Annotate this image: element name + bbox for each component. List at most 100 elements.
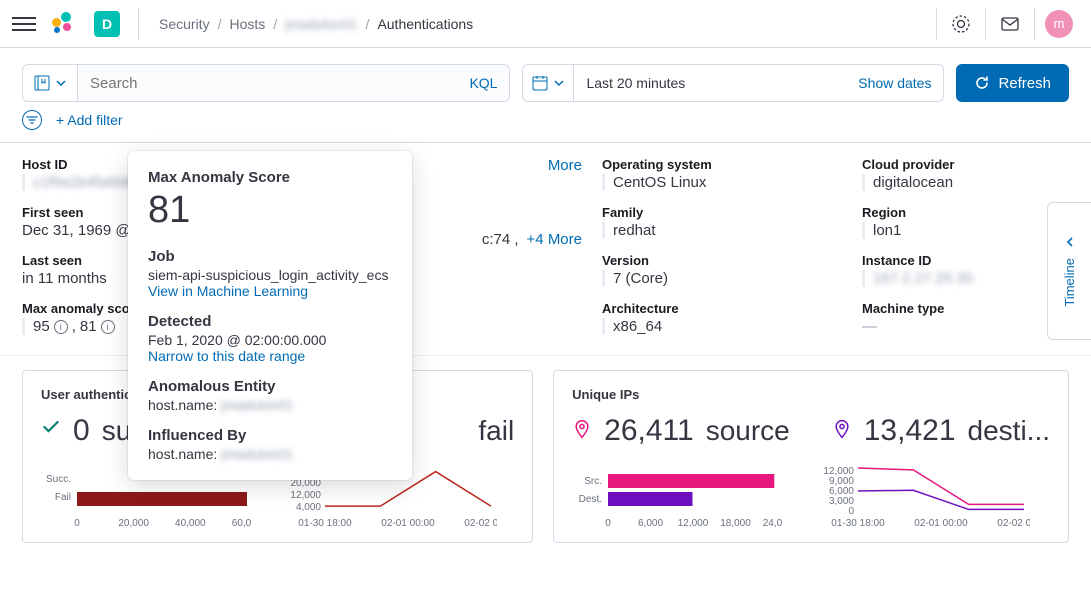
newsfeed-icon[interactable] [990,4,1030,44]
user-avatar[interactable]: m [1039,4,1079,44]
svg-text:0: 0 [605,518,611,528]
popover-entity-label: Anomalous Entity [148,378,392,395]
popover-job-value: siem-api-suspicious_login_activity_ecs [148,267,392,283]
breadcrumb-security[interactable]: Security [159,16,210,32]
svg-text:02-02 06:00: 02-02 06:00 [997,518,1030,528]
svg-text:20,000: 20,000 [118,518,149,528]
breadcrumb-current: Authentications [377,16,473,32]
version-value: 7 (Core) [613,270,668,287]
breadcrumb: Security / Hosts / jmadulon01 / Authenti… [159,16,473,32]
ip-more-link[interactable]: More [548,157,582,174]
elastic-logo-icon[interactable] [52,12,76,36]
svg-text:24,000: 24,000 [763,518,782,528]
uip-dest-count: 13,421 [864,414,956,448]
svg-text:6,000: 6,000 [638,518,663,528]
popover-influenced-value: host.name: jmadulon01 [148,446,392,462]
svg-text:0: 0 [74,518,80,528]
popover-job-label: Job [148,248,392,265]
uip-source-count: 26,411 [604,414,694,448]
svg-text:Succ.: Succ. [46,474,71,485]
date-range-display[interactable]: Last 20 minutes Show dates [574,64,944,102]
family-value: redhat [613,222,656,239]
avatar-letter: m [1054,16,1065,31]
svg-text:20,000: 20,000 [290,478,321,489]
chevron-left-icon [1064,236,1076,248]
space-letter: D [102,16,112,32]
popover-detected-label: Detected [148,313,392,330]
cloud-value: digitalocean [873,174,953,191]
svg-text:60,000: 60,000 [232,518,251,528]
svg-text:0: 0 [849,506,855,517]
saved-query-button[interactable] [22,64,78,102]
svg-text:02-01 00:00: 02-01 00:00 [914,518,968,528]
svg-text:01-30 18:00: 01-30 18:00 [831,518,885,528]
breadcrumb-hostname[interactable]: jmadulon01 [285,16,357,32]
divider [138,8,139,40]
breadcrumb-sep: / [273,16,277,32]
anomaly-score-2[interactable]: 81 i [80,318,115,335]
auth-success-label: su [102,415,132,447]
popover-entity-value: host.name: jmadulon01 [148,397,392,413]
uip-bar-chart: Src. Dest. 0 6,000 12,000 18,000 24,000 [572,466,802,536]
divider [985,8,986,40]
divider [936,8,937,40]
svg-text:02-02 06:00: 02-02 06:00 [464,518,497,528]
svg-text:18,000: 18,000 [720,518,751,528]
auth-fail-label: fail [478,415,514,447]
mac-more-link[interactable]: +4 More [527,231,582,248]
uip-source-label: source [706,415,790,447]
svg-text:Dest.: Dest. [579,494,602,505]
popover-title: Max Anomaly Score [148,169,392,186]
uip-dest-label: desti... [968,415,1050,447]
refresh-label: Refresh [998,75,1051,92]
breadcrumb-hosts[interactable]: Hosts [229,16,265,32]
popover-influenced-label: Influenced By [148,427,392,444]
breadcrumb-sep: / [218,16,222,32]
timeline-flyout-toggle[interactable]: Timeline [1047,202,1091,340]
col-3: Operating system CentOS Linux Family red… [602,157,842,349]
auth-success-count: 0 [73,414,90,448]
uip-line-chart: 12,0009,0006,0003,000001-30 18:0002-01 0… [820,466,1050,536]
narrow-date-link[interactable]: Narrow to this date range [148,348,305,364]
family-label: Family [602,205,842,220]
anomaly-score-1[interactable]: 95 i [33,318,68,335]
menu-toggle-icon[interactable] [12,12,36,36]
topbar-right: m [936,4,1079,44]
breadcrumb-sep: / [366,16,370,32]
uip-stats: 26,411 source 13,421 desti... [572,414,1050,448]
popover-score: 81 [148,188,392,234]
show-dates-link[interactable]: Show dates [858,75,931,91]
mac-tail: c:74 , [482,231,519,248]
svg-text:40,000: 40,000 [175,518,206,528]
uip-panel-title: Unique IPs [572,387,1050,402]
search-input-wrapper: KQL [78,64,510,102]
date-range-text: Last 20 minutes [586,75,685,91]
instance-value: 157.2.27.25.35 [873,270,973,287]
os-value: CentOS Linux [613,174,706,191]
map-pin-dest-icon [832,419,852,439]
svg-text:Src.: Src. [584,476,602,487]
svg-text:01-30 18:00: 01-30 18:00 [298,518,352,528]
kql-toggle[interactable]: KQL [469,75,497,91]
search-input[interactable] [90,75,469,92]
version-label: Version [602,253,842,268]
divider [1034,8,1035,40]
arch-label: Architecture [602,301,842,316]
query-bar: KQL Last 20 minutes Show dates Refresh [0,48,1091,108]
chevron-down-icon [56,78,66,88]
view-in-ml-link[interactable]: View in Machine Learning [148,283,308,299]
region-value: lon1 [873,222,901,239]
filter-options-icon[interactable] [22,110,42,130]
arch-value: x86_64 [613,318,662,335]
svg-text:12,000: 12,000 [678,518,709,528]
space-badge[interactable]: D [94,11,120,37]
map-pin-source-icon [572,419,592,439]
add-filter-button[interactable]: + Add filter [56,112,123,128]
os-label: Operating system [602,157,842,172]
help-icon[interactable] [941,4,981,44]
refresh-button[interactable]: Refresh [956,64,1069,102]
check-icon [41,417,61,437]
date-picker-button[interactable] [522,64,574,102]
anomaly-score-popover: Max Anomaly Score 81 Job siem-api-suspic… [128,151,412,480]
info-icon: i [54,320,68,334]
